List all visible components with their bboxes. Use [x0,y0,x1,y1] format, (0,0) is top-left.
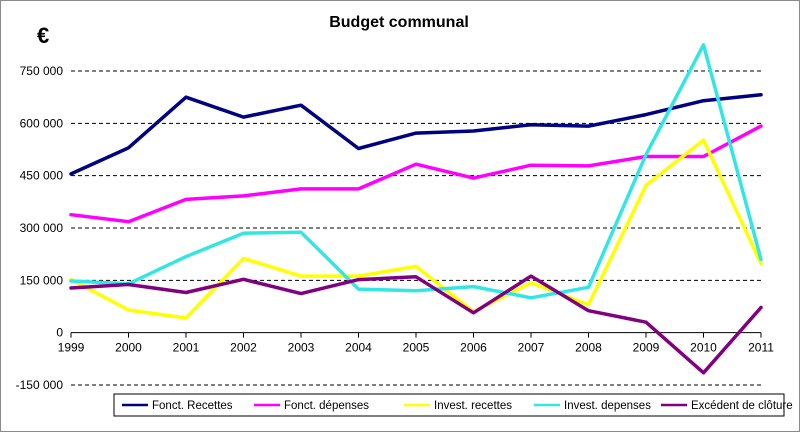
series-line-3 [69,138,763,320]
x-tick-label: 2004 [345,341,372,355]
y-tick-label: 600 000 [20,116,64,130]
x-tick-label: 2008 [575,341,602,355]
x-tick-label: 2011 [748,341,774,355]
legend-label: Invest. recettes [434,400,512,412]
legend-label: Invest. depenses [564,400,651,412]
chart-title: Budget communal [329,14,469,31]
y-axis-ticks: 750 000 600 000 450 000 300 000 150 000 0 -150… [16,64,64,392]
x-tick-label: 2009 [633,341,660,355]
legend-label: Fonct. Recettes [152,400,233,412]
series-line-4 [69,43,763,300]
series-line-2 [69,124,763,224]
legend-box [113,393,785,417]
x-tick-label: 2000 [115,341,142,355]
series-line-1 [69,92,763,176]
x-axis: 1999 2000 2001 2002 2003 2004 2005 2006 2007 2008… [58,332,774,355]
series-lines [69,43,763,375]
x-tick-label: 1999 [58,341,85,355]
x-tick-label: 2006 [460,341,487,355]
series-line-5 [69,274,763,375]
y-tick-label: 150 000 [20,273,64,287]
y-tick-label: 750 000 [20,64,64,78]
x-tick-label: 2001 [173,341,200,355]
x-tick-label: 2010 [690,341,717,355]
x-tick-label: 2003 [288,341,315,355]
grid-lines [71,70,761,386]
y-axis-unit-label: € [37,23,49,48]
legend: Fonct. Recettes Fonct. dépenses Invest. re… [113,393,793,417]
x-tick-label: 2005 [403,341,430,355]
y-tick-label: 300 000 [20,221,64,235]
legend-label: Excédent de clôture [691,400,793,412]
x-tick-label: 2002 [230,341,257,355]
x-tick-label: 2007 [518,341,545,355]
y-tick-label: 0 [56,326,63,340]
legend-label: Fonct. dépenses [284,400,369,412]
y-tick-label: -150 000 [16,378,64,392]
y-tick-label: 450 000 [20,169,64,183]
